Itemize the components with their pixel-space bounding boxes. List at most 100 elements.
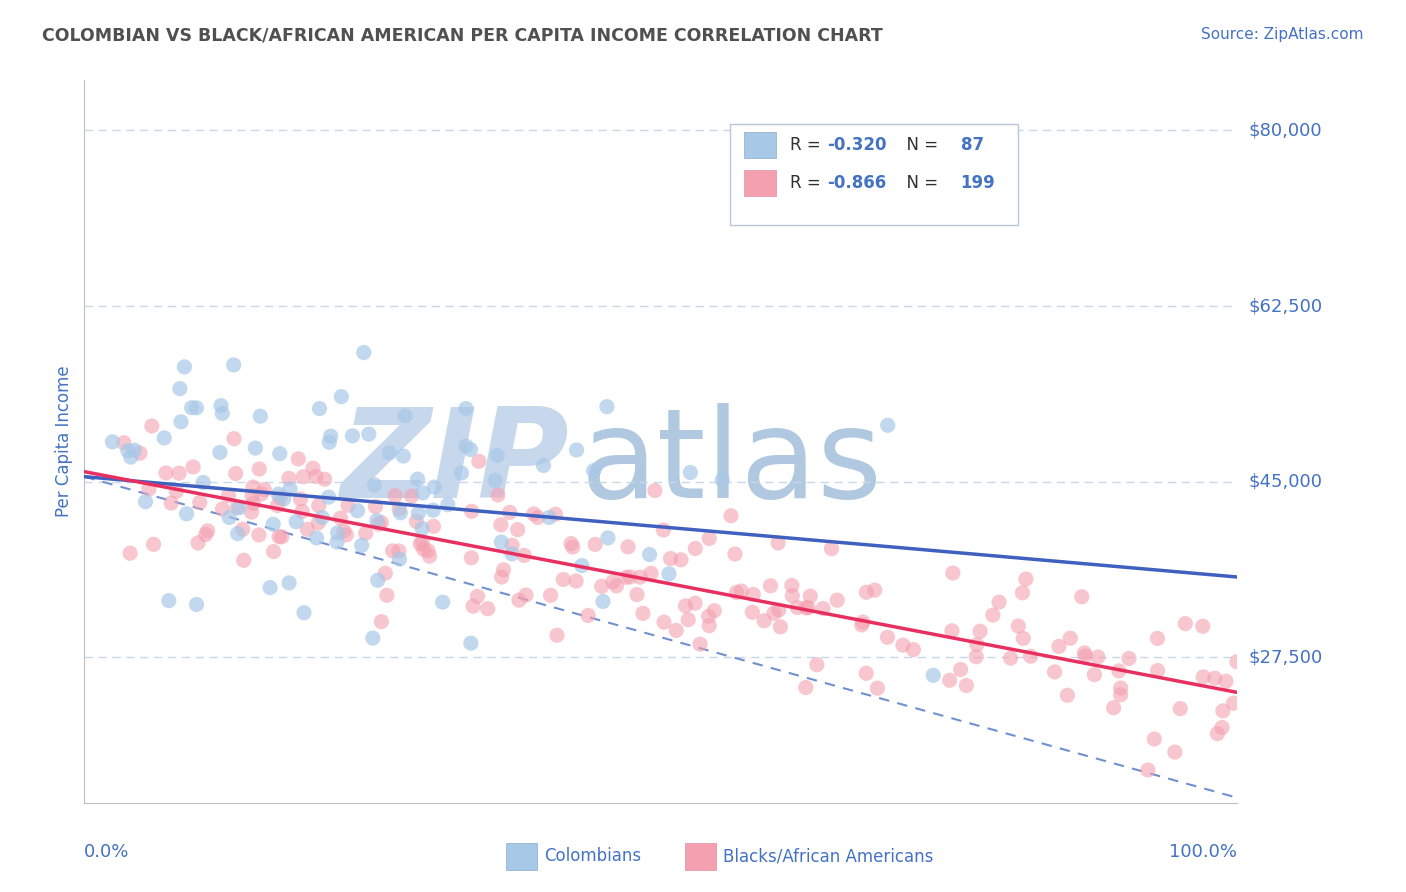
Point (232, 522, 254, 536)
Point (1118, 651, 1140, 665)
Point (138, 482, 160, 496)
Point (1164, 745, 1187, 759)
Point (582, 464, 605, 478)
Point (665, 624, 688, 638)
Point (266, 499, 288, 513)
Point (134, 494, 156, 508)
Point (1211, 721, 1233, 735)
Point (335, 528, 357, 542)
Point (326, 525, 349, 540)
Point (267, 530, 290, 544)
Point (388, 544, 411, 558)
Point (173, 359, 195, 374)
Point (1047, 640, 1070, 654)
Point (969, 624, 991, 639)
Point (799, 589, 821, 603)
Point (392, 449, 415, 463)
Point (273, 491, 295, 506)
Point (363, 478, 385, 492)
Point (782, 589, 804, 603)
Point (209, 399, 232, 413)
Point (262, 517, 284, 532)
Point (381, 544, 404, 558)
Point (291, 504, 314, 518)
Point (538, 510, 561, 524)
Point (305, 469, 328, 483)
Point (851, 618, 873, 632)
Point (292, 606, 315, 620)
Point (176, 507, 198, 521)
Text: COLOMBIAN VS BLACK/AFRICAN AMERICAN PER CAPITA INCOME CORRELATION CHART: COLOMBIAN VS BLACK/AFRICAN AMERICAN PER … (42, 27, 883, 45)
Point (364, 500, 387, 514)
Point (240, 489, 263, 503)
Point (949, 663, 972, 677)
Point (222, 358, 245, 372)
Text: -0.866: -0.866 (827, 174, 886, 192)
Point (1109, 688, 1132, 702)
Point (269, 491, 291, 505)
Point (353, 345, 375, 359)
Point (725, 585, 748, 599)
Text: 100.0%: 100.0% (1170, 843, 1237, 861)
Point (1015, 572, 1038, 586)
Point (416, 543, 439, 558)
Point (307, 516, 329, 530)
Point (350, 538, 373, 552)
Point (242, 496, 264, 510)
Point (245, 441, 267, 455)
Point (142, 537, 165, 551)
Point (491, 535, 513, 549)
Point (711, 473, 734, 487)
Point (450, 466, 472, 480)
Point (270, 530, 292, 544)
Text: Colombians: Colombians (544, 847, 641, 865)
Text: $62,500: $62,500 (1249, 297, 1323, 315)
Point (460, 442, 482, 457)
Point (965, 649, 987, 664)
Point (501, 547, 523, 561)
Point (357, 427, 380, 442)
Point (388, 552, 411, 566)
Point (226, 500, 249, 515)
Point (101, 434, 124, 449)
Point (247, 528, 270, 542)
Point (186, 401, 208, 415)
Point (966, 638, 988, 652)
Point (153, 431, 176, 445)
Point (155, 466, 177, 480)
Text: N =: N = (896, 136, 943, 154)
Point (361, 631, 384, 645)
Point (614, 570, 637, 584)
Point (1012, 632, 1035, 646)
Point (506, 523, 529, 537)
Point (855, 666, 877, 681)
Point (683, 596, 706, 610)
Point (855, 585, 877, 599)
Point (432, 595, 454, 609)
Point (460, 550, 482, 565)
Point (689, 637, 711, 651)
Point (411, 534, 433, 549)
Point (631, 607, 654, 621)
Point (1168, 701, 1191, 715)
Point (981, 608, 1004, 623)
Point (422, 519, 444, 533)
Point (806, 657, 828, 672)
Text: atlas: atlas (581, 402, 882, 524)
Point (697, 532, 720, 546)
Text: -0.320: -0.320 (827, 136, 886, 154)
Point (533, 458, 555, 473)
Point (1108, 664, 1130, 678)
Point (1226, 655, 1249, 669)
Point (412, 542, 434, 557)
Point (546, 628, 568, 642)
Point (741, 605, 763, 619)
Point (811, 601, 834, 615)
Point (652, 523, 675, 537)
Point (337, 498, 360, 512)
Point (526, 510, 548, 524)
Point (1109, 681, 1132, 695)
Point (222, 432, 245, 446)
Point (308, 499, 330, 513)
Point (370, 516, 392, 530)
